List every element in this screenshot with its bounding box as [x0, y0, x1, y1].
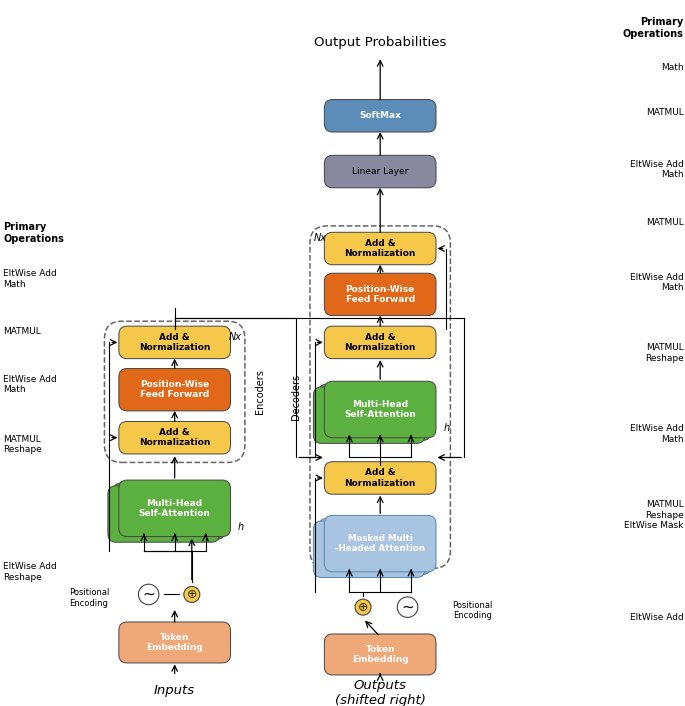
Text: h: h [238, 522, 244, 532]
FancyBboxPatch shape [325, 232, 436, 265]
Text: Position-Wise
Feed Forward: Position-Wise Feed Forward [345, 285, 415, 304]
Text: Decoders: Decoders [291, 374, 301, 420]
Text: Add &
Normalization: Add & Normalization [139, 333, 210, 352]
Text: Positional
Encoding: Positional Encoding [453, 601, 493, 621]
Text: EltWise Add
Reshape: EltWise Add Reshape [3, 562, 57, 582]
Text: EltWise Add
Math: EltWise Add Math [630, 424, 684, 444]
FancyBboxPatch shape [325, 634, 436, 675]
Text: MATMUL
Reshape
EltWise Mask: MATMUL Reshape EltWise Mask [624, 501, 684, 530]
Text: Token
Embedding: Token Embedding [147, 633, 203, 652]
FancyBboxPatch shape [119, 421, 230, 454]
Text: Multi-Head
Self-Attention: Multi-Head Self-Attention [345, 400, 416, 419]
Text: EltWise Add
Math: EltWise Add Math [3, 269, 57, 289]
Text: MATMUL
Reshape: MATMUL Reshape [3, 435, 42, 455]
FancyBboxPatch shape [108, 486, 219, 542]
FancyBboxPatch shape [325, 273, 436, 316]
Text: Positional
Encoding: Positional Encoding [69, 588, 109, 608]
Text: Outputs
(shifted right): Outputs (shifted right) [335, 679, 425, 706]
Text: ~: ~ [142, 587, 155, 602]
Text: Multi-Head
Self-Attention: Multi-Head Self-Attention [139, 498, 210, 518]
Text: Nx: Nx [229, 332, 242, 342]
Text: Primary
Operations: Primary Operations [3, 222, 64, 244]
Text: Masked Multi
-Headed Attention: Masked Multi -Headed Attention [335, 534, 425, 554]
Text: Add &
Normalization: Add & Normalization [139, 428, 210, 448]
Text: h: h [444, 423, 449, 433]
FancyBboxPatch shape [325, 100, 436, 132]
FancyBboxPatch shape [119, 369, 230, 411]
FancyBboxPatch shape [313, 387, 425, 443]
FancyBboxPatch shape [319, 518, 431, 575]
Text: $\oplus$: $\oplus$ [186, 588, 197, 601]
FancyBboxPatch shape [113, 483, 225, 539]
Text: Inputs: Inputs [154, 684, 195, 697]
Text: Nx: Nx [313, 233, 326, 243]
FancyBboxPatch shape [119, 326, 230, 359]
Text: Output Probabilities: Output Probabilities [314, 36, 447, 49]
FancyBboxPatch shape [325, 515, 436, 572]
Text: Primary
Operations: Primary Operations [623, 18, 684, 39]
FancyBboxPatch shape [313, 521, 425, 578]
FancyBboxPatch shape [325, 155, 436, 188]
FancyBboxPatch shape [325, 462, 436, 494]
Text: MATMUL: MATMUL [646, 218, 684, 227]
Text: EltWise Add: EltWise Add [630, 614, 684, 622]
Text: ~: ~ [401, 599, 414, 615]
Text: Add &
Normalization: Add & Normalization [345, 239, 416, 258]
FancyBboxPatch shape [119, 480, 230, 537]
Text: Position-Wise
Feed Forward: Position-Wise Feed Forward [140, 380, 210, 400]
Text: Linear Layer: Linear Layer [352, 167, 408, 176]
FancyBboxPatch shape [319, 384, 431, 441]
Text: Math: Math [661, 63, 684, 71]
FancyBboxPatch shape [325, 326, 436, 359]
Text: EltWise Add
Math: EltWise Add Math [630, 160, 684, 179]
Text: Add &
Normalization: Add & Normalization [345, 468, 416, 488]
Text: EltWise Add
Math: EltWise Add Math [630, 273, 684, 292]
Text: $\oplus$: $\oplus$ [358, 601, 369, 614]
Text: MATMUL: MATMUL [646, 109, 684, 117]
Text: MATMUL: MATMUL [3, 328, 41, 336]
Text: Add &
Normalization: Add & Normalization [345, 333, 416, 352]
Text: SoftMax: SoftMax [359, 112, 401, 120]
FancyBboxPatch shape [325, 381, 436, 438]
FancyBboxPatch shape [119, 622, 230, 663]
Text: MATMUL
Reshape: MATMUL Reshape [645, 343, 684, 363]
Text: Token
Embedding: Token Embedding [352, 645, 408, 664]
Text: Encoders: Encoders [255, 369, 265, 414]
Text: EltWise Add
Math: EltWise Add Math [3, 375, 57, 395]
